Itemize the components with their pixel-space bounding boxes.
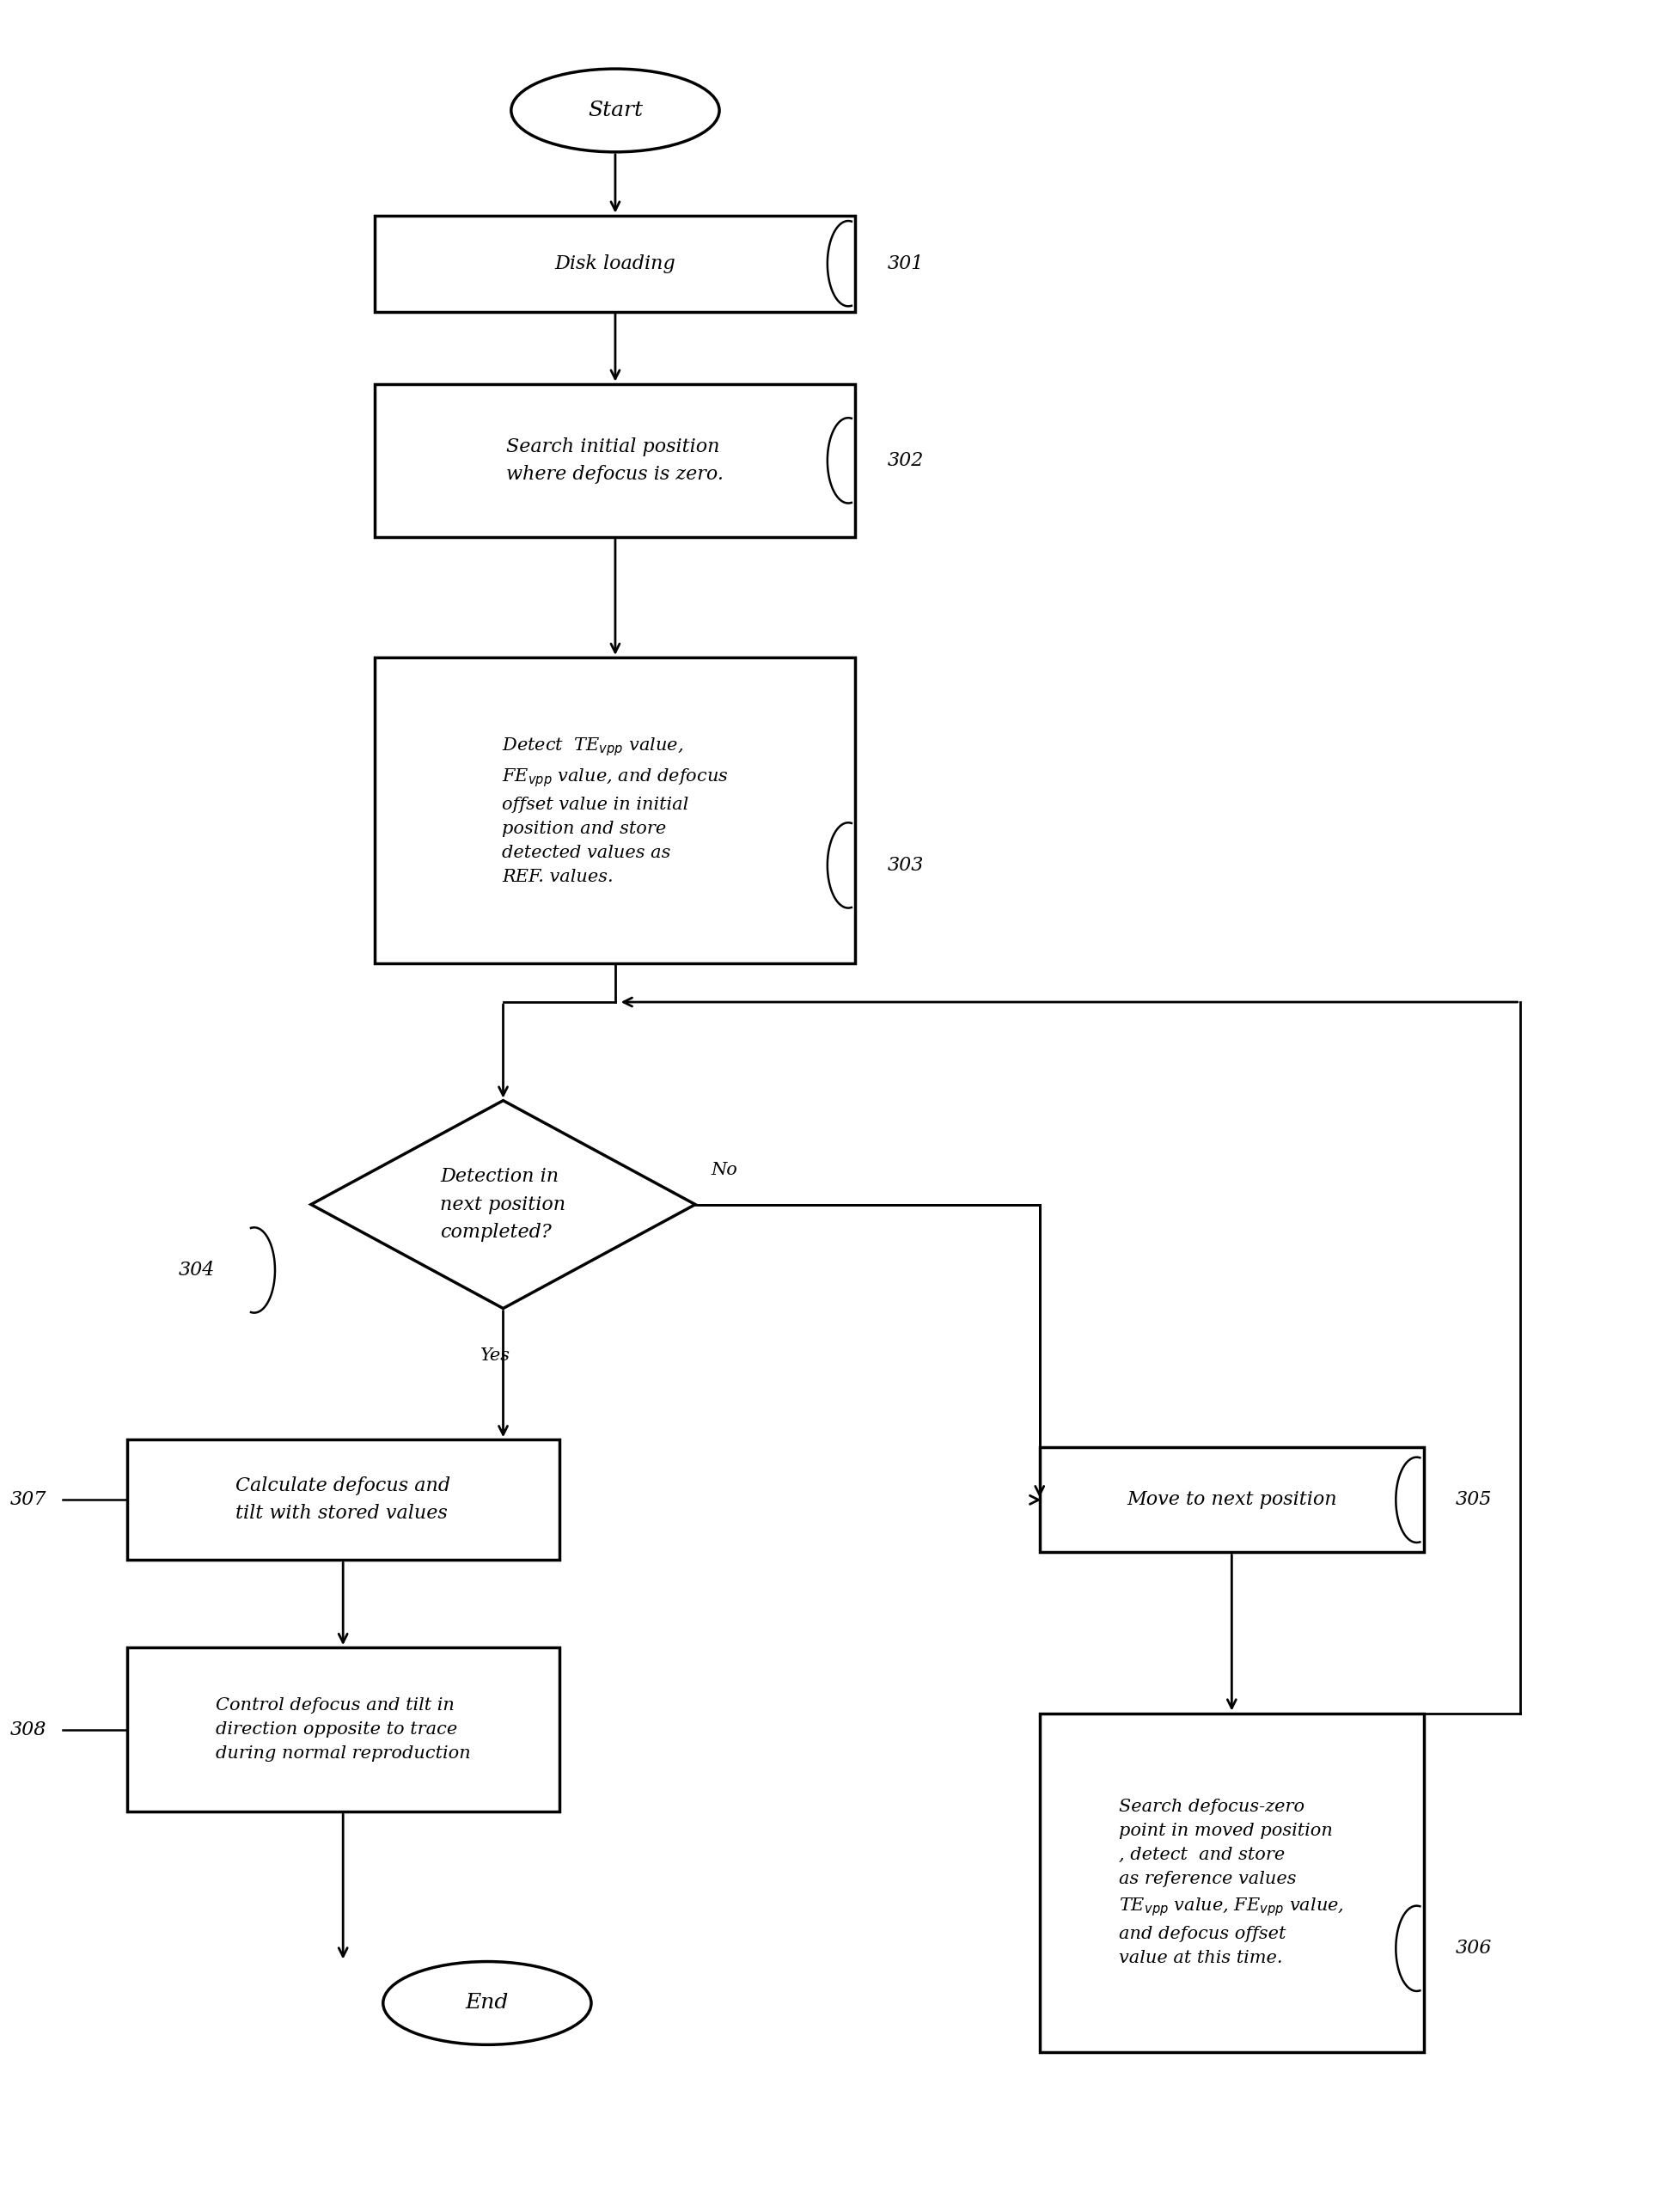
Text: Detect  TE$_{vpp}$ value,
FE$_{vpp}$ value, and defocus
offset value in initial
: Detect TE$_{vpp}$ value, FE$_{vpp}$ valu… <box>502 737 729 885</box>
Bar <box>127 1648 559 1812</box>
Bar <box>375 215 856 312</box>
Text: 301: 301 <box>887 254 924 272</box>
Text: Search defocus-zero
point in moved position
, detect  and store
as reference val: Search defocus-zero point in moved posit… <box>1119 1798 1344 1966</box>
Text: 306: 306 <box>1456 1940 1493 1958</box>
Text: Detection in
next position
completed?: Detection in next position completed? <box>440 1168 565 1241</box>
Bar <box>375 385 856 538</box>
Text: 305: 305 <box>1456 1491 1493 1509</box>
Text: Control defocus and tilt in
direction opposite to trace
during normal reproducti: Control defocus and tilt in direction op… <box>215 1697 470 1761</box>
Text: End: End <box>465 1993 509 2013</box>
Text: Search initial position
where defocus is zero.: Search initial position where defocus is… <box>507 438 724 484</box>
Ellipse shape <box>384 1962 590 2044</box>
Bar <box>1039 1447 1424 1553</box>
Text: Calculate defocus and
tilt with stored values: Calculate defocus and tilt with stored v… <box>235 1478 450 1524</box>
Bar <box>127 1440 559 1559</box>
Text: No: No <box>711 1161 737 1179</box>
Text: 303: 303 <box>887 856 924 874</box>
Text: 302: 302 <box>887 451 924 469</box>
Bar <box>375 657 856 964</box>
Text: 308: 308 <box>10 1721 47 1739</box>
Text: Move to next position: Move to next position <box>1126 1491 1336 1509</box>
Text: Disk loading: Disk loading <box>555 254 676 272</box>
Bar <box>1039 1714 1424 2053</box>
Text: Yes: Yes <box>480 1347 510 1365</box>
Text: 304: 304 <box>178 1261 215 1279</box>
Text: Start: Start <box>587 100 642 119</box>
Ellipse shape <box>510 69 719 153</box>
Polygon shape <box>310 1102 696 1310</box>
Text: 307: 307 <box>10 1491 47 1509</box>
